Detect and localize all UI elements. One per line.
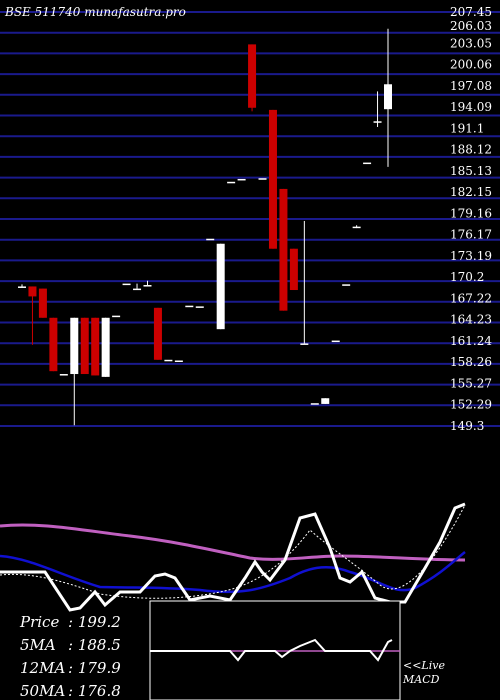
candles <box>18 28 392 426</box>
stat-5ma-value: : 188.5 <box>68 636 121 654</box>
y-tick-label: 206.03 <box>450 19 492 33</box>
candle <box>206 238 215 241</box>
candle <box>300 220 309 345</box>
grid-lines <box>0 11 500 427</box>
candle <box>237 178 246 181</box>
y-tick-label: 161.24 <box>450 334 492 348</box>
candle <box>38 288 47 318</box>
y-tick-label: 152.29 <box>450 398 492 412</box>
candle <box>49 317 58 372</box>
y-tick-label: 158.26 <box>450 355 492 369</box>
ma-dotted-line <box>0 504 466 599</box>
ma-purple-line <box>0 523 466 562</box>
candle <box>289 248 298 291</box>
y-tick-label: 149.3 <box>450 419 484 433</box>
candle <box>321 398 330 404</box>
candle <box>352 225 361 229</box>
candle <box>310 403 319 405</box>
candle <box>363 162 372 165</box>
candle <box>91 317 100 376</box>
stat-50ma-value: : 176.8 <box>68 682 121 700</box>
candle <box>227 181 236 184</box>
y-tick-label: 176.17 <box>450 228 492 242</box>
candle <box>164 359 173 362</box>
candle <box>133 283 142 291</box>
y-tick-label: 191.1 <box>450 121 484 135</box>
stat-5ma-label: 5MA <box>20 636 56 654</box>
y-tick-label: 164.23 <box>450 313 492 327</box>
macd-line <box>150 638 393 662</box>
candle <box>279 188 288 311</box>
candle <box>373 91 382 127</box>
y-tick-label: 194.09 <box>450 100 492 114</box>
y-tick-label: 188.12 <box>450 143 492 157</box>
candle <box>143 280 152 287</box>
candle <box>153 307 162 360</box>
candle <box>195 306 204 308</box>
candle <box>28 286 37 345</box>
indicator-panel <box>0 502 466 612</box>
y-tick-label: 200.06 <box>450 58 492 72</box>
y-tick-label: 167.22 <box>450 291 492 305</box>
macd-title-label: MACD <box>402 673 440 686</box>
y-tick-label: 179.16 <box>450 206 492 220</box>
stat-price-value: : 199.2 <box>68 613 121 631</box>
y-tick-label: 155.27 <box>450 376 492 390</box>
candle <box>59 374 68 376</box>
candle <box>268 109 277 249</box>
candle <box>174 360 183 363</box>
candle <box>80 317 89 375</box>
y-tick-label: 182.15 <box>450 185 492 199</box>
candle <box>112 315 121 318</box>
candle <box>331 340 340 343</box>
candle <box>248 44 257 112</box>
y-tick-label: 173.19 <box>450 249 492 263</box>
stat-12ma-value: : 179.9 <box>68 659 121 677</box>
candle <box>70 317 79 426</box>
y-tick-label: 170.2 <box>450 270 484 284</box>
candle <box>384 28 392 167</box>
y-tick-label: 203.05 <box>450 36 492 50</box>
candle <box>18 284 26 288</box>
stats-block: Price : 199.2 5MA : 188.5 12MA : 179.9 5… <box>19 613 121 700</box>
y-tick-label: 185.13 <box>450 164 492 178</box>
candle <box>185 305 194 308</box>
candle <box>216 243 225 330</box>
y-tick-label: 197.08 <box>450 79 492 93</box>
stat-50ma-label: 50MA <box>20 682 65 700</box>
chart-title: BSE 511740 munafasutra.pro <box>4 5 186 19</box>
candle <box>101 317 110 377</box>
stat-price-label: Price <box>19 613 59 631</box>
macd-panel: <<Live MACD <box>149 600 445 700</box>
stat-12ma-label: 12MA <box>20 659 65 677</box>
macd-live-label: <<Live <box>403 659 445 672</box>
candle <box>342 284 351 286</box>
candle <box>258 178 267 180</box>
candle <box>122 283 131 286</box>
ma-blue-line <box>0 551 466 594</box>
y-tick-label: 207.45 <box>450 5 492 19</box>
